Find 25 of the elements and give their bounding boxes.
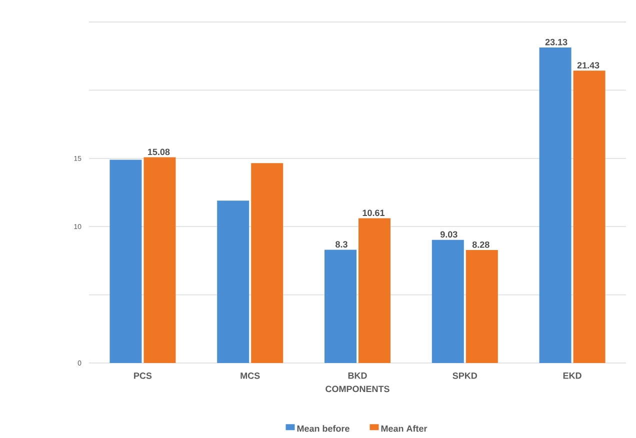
bar [573, 70, 606, 363]
bar [432, 240, 464, 363]
x-axis-title: COMPONENTS [326, 386, 390, 392]
data-label: 8.28 [472, 241, 490, 248]
data-label: 23.13 [545, 38, 568, 46]
data-label: 15.08 [148, 148, 170, 156]
data-label: 8.3 [336, 241, 348, 248]
bar [110, 160, 142, 363]
legend-label: Mean After [381, 425, 428, 432]
legend-label: Mean before [297, 425, 350, 432]
bar [217, 200, 250, 363]
bar [466, 250, 498, 363]
data-label: 10.61 [362, 210, 385, 216]
bar [144, 157, 176, 363]
x-tick-label: MCS [240, 372, 260, 379]
bar [251, 163, 284, 363]
x-tick-label: BKD [348, 372, 367, 379]
data-label: 9.03 [440, 231, 458, 238]
data-label: 21.43 [577, 62, 600, 68]
bar [358, 218, 390, 363]
bar [539, 47, 572, 363]
x-tick-label: PCS [134, 372, 152, 379]
x-tick-label: SPKD [452, 372, 478, 379]
x-tick-label: EKD [563, 372, 582, 379]
bar [324, 250, 356, 363]
